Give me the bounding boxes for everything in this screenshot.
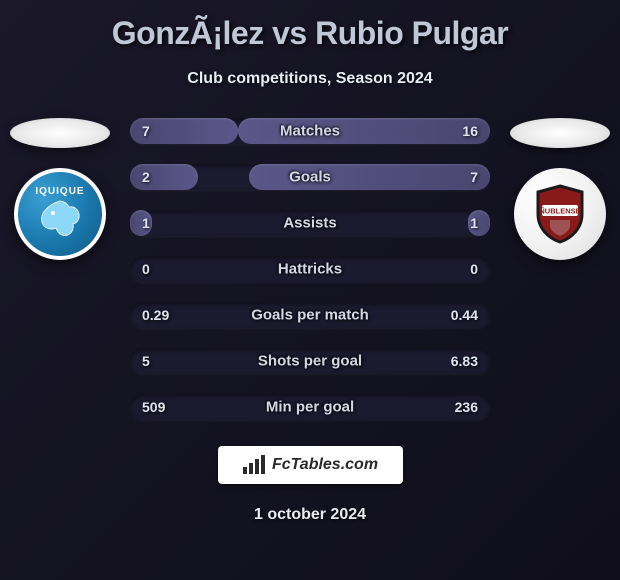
- footer-brand-badge: FcTables.com: [218, 446, 403, 484]
- stat-row: 1 Assists 1: [130, 210, 490, 236]
- stat-right-value: 236: [455, 399, 478, 415]
- left-player-ellipse: [10, 118, 110, 148]
- stat-row: 7 Matches 16: [130, 118, 490, 144]
- right-team-badge: ÑUBLENSE: [514, 168, 606, 260]
- left-team-badge: IQUIQUE: [14, 168, 106, 260]
- stat-right-value: 1: [470, 215, 478, 231]
- stat-left-value: 509: [142, 399, 165, 415]
- stat-row: 2 Goals 7: [130, 164, 490, 190]
- chart-icon: [242, 455, 266, 475]
- subtitle: Club competitions, Season 2024: [0, 70, 620, 88]
- stat-label: Hattricks: [278, 261, 342, 278]
- stat-right-value: 7: [470, 169, 478, 185]
- bar-fill-right: [238, 118, 490, 144]
- stat-label: Shots per goal: [258, 353, 362, 370]
- stat-left-value: 2: [142, 169, 150, 185]
- stat-right-value: 0: [470, 261, 478, 277]
- stat-row: 0 Hattricks 0: [130, 256, 490, 282]
- stat-right-value: 0.44: [451, 307, 478, 323]
- stat-label: Goals per match: [251, 307, 369, 324]
- footer-brand-text: FcTables.com: [272, 456, 378, 474]
- bar-fill-right: [249, 164, 490, 190]
- stat-row: 509 Min per goal 236: [130, 394, 490, 420]
- stat-label: Goals: [289, 169, 331, 186]
- bar-fill-left: [130, 164, 198, 190]
- page-title: GonzÃ¡lez vs Rubio Pulgar: [0, 15, 620, 52]
- main-area: IQUIQUE 7 Matches 16 2 Goals 7 1 Assists 1 0 Hattr…: [0, 118, 620, 420]
- dragon-icon: [35, 199, 85, 239]
- shield-icon: ÑUBLENSE: [532, 184, 588, 244]
- stat-left-value: 5: [142, 353, 150, 369]
- stat-right-value: 16: [462, 123, 478, 139]
- left-team-name: IQUIQUE: [35, 186, 84, 197]
- right-player-ellipse: [510, 118, 610, 148]
- stat-left-value: 1: [142, 215, 150, 231]
- stat-label: Assists: [283, 215, 336, 232]
- date-text: 1 october 2024: [0, 506, 620, 524]
- left-column: IQUIQUE: [10, 118, 110, 260]
- stat-row: 5 Shots per goal 6.83: [130, 348, 490, 374]
- stat-left-value: 0.29: [142, 307, 169, 323]
- comparison-card: GonzÃ¡lez vs Rubio Pulgar Club competiti…: [0, 0, 620, 580]
- svg-text:ÑUBLENSE: ÑUBLENSE: [539, 207, 580, 216]
- stat-right-value: 6.83: [451, 353, 478, 369]
- stat-row: 0.29 Goals per match 0.44: [130, 302, 490, 328]
- stats-bars: 7 Matches 16 2 Goals 7 1 Assists 1 0 Hattricks 0 0.2…: [130, 118, 490, 420]
- stat-label: Min per goal: [266, 399, 354, 416]
- stat-left-value: 0: [142, 261, 150, 277]
- right-column: ÑUBLENSE: [510, 118, 610, 260]
- stat-left-value: 7: [142, 123, 150, 139]
- stat-label: Matches: [280, 123, 340, 140]
